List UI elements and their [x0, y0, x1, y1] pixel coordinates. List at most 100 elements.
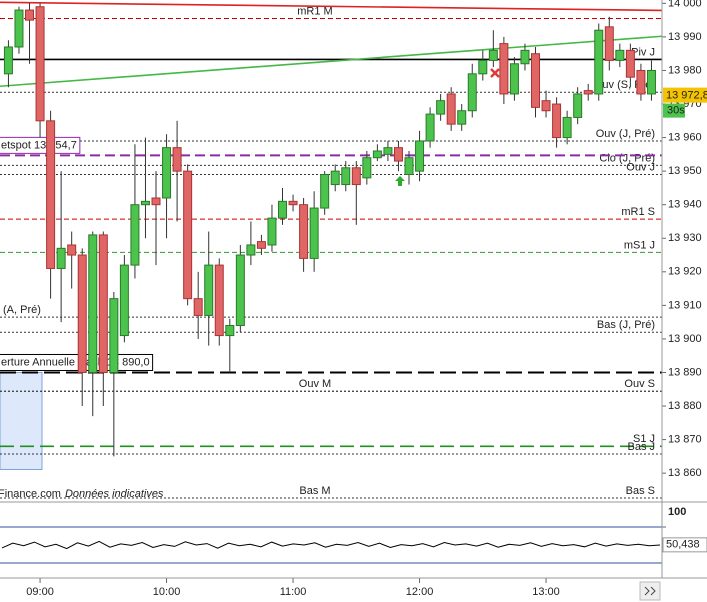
candle-body [372, 150, 382, 159]
level-label: mR1 M [297, 5, 332, 17]
x-tick-label: 11:00 [280, 586, 307, 598]
candle-body [98, 234, 108, 373]
candle-body [520, 49, 530, 65]
timer-label: 30s [667, 105, 685, 117]
candle-body [256, 241, 266, 249]
source: Finance.com Données indicatives [0, 488, 164, 500]
y-tick-label: 13 950 [668, 165, 702, 177]
candle-body [615, 49, 625, 61]
candle-body [478, 59, 488, 75]
y-tick-label: 100 [668, 506, 686, 518]
y-tick-label: 13 920 [668, 266, 702, 278]
buy-marker [395, 176, 405, 186]
candle-body [583, 90, 593, 95]
candle-body [246, 244, 256, 256]
next-button-icon[interactable] [644, 586, 656, 596]
candle-body [299, 204, 309, 259]
candle-body [573, 93, 583, 118]
candle-body [193, 298, 203, 316]
y-tick-label: 13 980 [668, 64, 702, 76]
level-label: Clo (J, Pré) [599, 152, 655, 164]
last-price-label: 13 972,8 [666, 90, 707, 102]
y-tick-label: 13 890 [668, 366, 702, 378]
level-label: Bas M [299, 485, 330, 497]
candle-body [425, 113, 435, 142]
level-label: Ouv M [299, 378, 331, 390]
candle-body [351, 167, 361, 186]
level-label: S1 J [633, 433, 655, 445]
level-box [0, 136, 81, 154]
candle-body [151, 197, 161, 206]
candle-body [204, 264, 214, 316]
range-shade [0, 371, 43, 470]
level-label: mR1 S [621, 206, 655, 218]
y-tick-label: 13 940 [668, 199, 702, 211]
next-button-box[interactable] [639, 581, 661, 601]
candle-body [594, 29, 604, 95]
y-tick-label: 14 000 [668, 0, 702, 9]
candle-body [499, 43, 509, 95]
x-tick-label: 09:00 [26, 586, 54, 598]
y-tick-label: 13 860 [668, 467, 702, 479]
candle-body [67, 244, 77, 256]
candle-body [320, 173, 330, 209]
candle-body [309, 207, 319, 259]
timer-box [663, 103, 685, 118]
source-note: Données indicatives [65, 488, 164, 500]
candle-body [172, 147, 182, 172]
candle-body [278, 200, 288, 219]
candle-body [25, 9, 35, 21]
candle-body [235, 254, 245, 327]
indicator-value-box [662, 537, 707, 553]
candle-body [404, 157, 414, 175]
candle-body [488, 49, 498, 61]
source-site: Finance.com [0, 488, 61, 500]
candle-body [3, 46, 13, 75]
y-tick-label: 13 910 [668, 299, 702, 311]
x-tick-label: 10:00 [153, 586, 181, 598]
candle-body [362, 157, 372, 179]
indicator-value-label: 50,438 [666, 539, 700, 551]
candle-body [446, 93, 456, 125]
candle-body [214, 264, 224, 337]
x-tick-label: 13:00 [532, 586, 560, 598]
candle-body [436, 100, 446, 115]
candle-body [509, 63, 519, 95]
candle-body [56, 247, 66, 269]
candle-body [562, 116, 572, 139]
level-box-label: erture Annuelle Cash 13 890,0 [1, 356, 150, 368]
markers [395, 68, 500, 186]
sell-marker [490, 68, 500, 78]
candle-body [457, 110, 467, 125]
level-box-label: etspot 13 954,7 [1, 139, 77, 151]
level-label: mS1 J [624, 239, 655, 251]
candle-body [330, 170, 340, 186]
candle-body [183, 170, 193, 300]
candle-body [467, 73, 477, 112]
candle-body [46, 120, 56, 269]
candle-body [552, 103, 562, 139]
indicator-line [1, 540, 661, 550]
y-tick-label: 13 930 [668, 232, 702, 244]
x-tick-label: 12:00 [406, 586, 434, 598]
level-label: Bas S [626, 485, 655, 497]
level-label: Bas (J, Pré) [597, 319, 655, 331]
trend-line [0, 35, 663, 88]
candle-body [288, 200, 298, 206]
y-tick-label: 13 870 [668, 434, 702, 446]
candle-body [88, 234, 98, 373]
candle-body [646, 69, 656, 95]
trend-line [0, 1, 663, 12]
y-tick-label: 13 990 [668, 31, 702, 43]
candle-body [267, 217, 277, 246]
level-label: Piv J [631, 46, 655, 58]
indicator-panel: 100 50,438 [0, 506, 707, 564]
y-tick-label: 13 900 [668, 333, 702, 345]
candle-body [77, 254, 87, 373]
next-button[interactable] [639, 581, 661, 601]
candle-body [541, 100, 551, 112]
candle-body [636, 69, 646, 95]
level-label: Ouv S [624, 378, 655, 390]
candle-body [35, 6, 45, 122]
candle-body [604, 26, 614, 61]
